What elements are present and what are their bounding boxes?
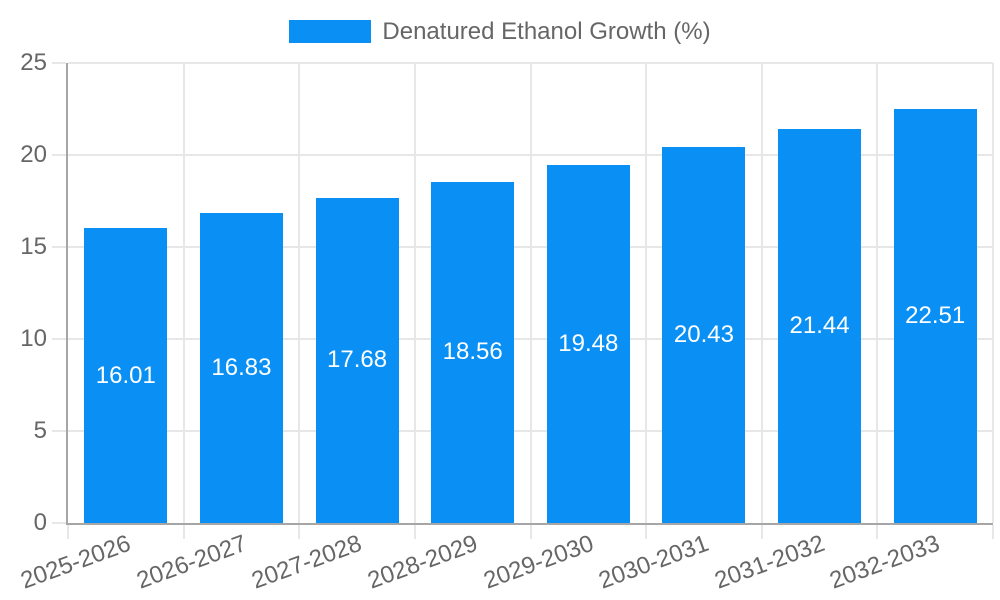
- legend-label: Denatured Ethanol Growth (%): [382, 18, 711, 45]
- x-axis-tick: [529, 525, 532, 539]
- x-axis-tick: [876, 525, 879, 539]
- gridline-vertical: [645, 63, 648, 523]
- x-tick-label: 2030-2031: [595, 529, 713, 595]
- gridline-vertical: [413, 63, 416, 523]
- y-tick-label: 20: [20, 141, 47, 168]
- x-tick-label: 2032-2033: [826, 529, 944, 595]
- y-tick-label: 15: [20, 233, 47, 260]
- gridline-vertical: [760, 63, 763, 523]
- y-axis-tick: [52, 522, 66, 524]
- x-axis-tick: [413, 525, 416, 539]
- y-tick-label: 0: [33, 509, 47, 536]
- x-tick-label: 2025-2026: [17, 529, 135, 595]
- gridline-vertical: [992, 63, 994, 523]
- gridline-vertical: [876, 63, 879, 523]
- gridline-vertical: [298, 63, 301, 523]
- x-axis-tick: [992, 525, 994, 539]
- x-axis-tick: [760, 525, 763, 539]
- bar: [546, 164, 630, 523]
- y-axis-tick: [52, 62, 66, 64]
- gridline-vertical: [182, 63, 185, 523]
- x-axis-tick: [645, 525, 648, 539]
- gridline-vertical: [529, 63, 532, 523]
- bar: [893, 108, 977, 523]
- bar: [431, 181, 515, 523]
- y-tick-label: 10: [20, 325, 47, 352]
- x-axis-tick: [182, 525, 185, 539]
- plot-area: 16.01 16.83 17.68 18.56 19.48 20.43 21.44 22.51: [66, 62, 994, 525]
- y-axis-tick: [52, 246, 66, 248]
- bar: [778, 128, 862, 523]
- y-axis-tick: [52, 430, 66, 432]
- bar: [199, 213, 283, 523]
- y-axis-tick: [52, 154, 66, 156]
- bar: [315, 197, 399, 523]
- x-tick-label: 2029-2030: [479, 529, 597, 595]
- x-tick-label: 2031-2032: [710, 529, 829, 595]
- legend-swatch: [289, 20, 372, 43]
- x-tick-label: 2028-2029: [364, 529, 482, 595]
- x-tick-label: 2027-2028: [248, 529, 366, 595]
- bar: [84, 228, 168, 523]
- x-axis-tick: [67, 525, 69, 539]
- x-axis-tick: [298, 525, 301, 539]
- y-tick-label: 5: [33, 417, 47, 444]
- bar: [662, 147, 746, 523]
- y-axis-tick: [52, 338, 66, 340]
- legend: Denatured Ethanol Growth (%): [0, 19, 1000, 44]
- x-tick-label: 2026-2027: [132, 529, 250, 595]
- y-tick-label: 25: [20, 49, 47, 76]
